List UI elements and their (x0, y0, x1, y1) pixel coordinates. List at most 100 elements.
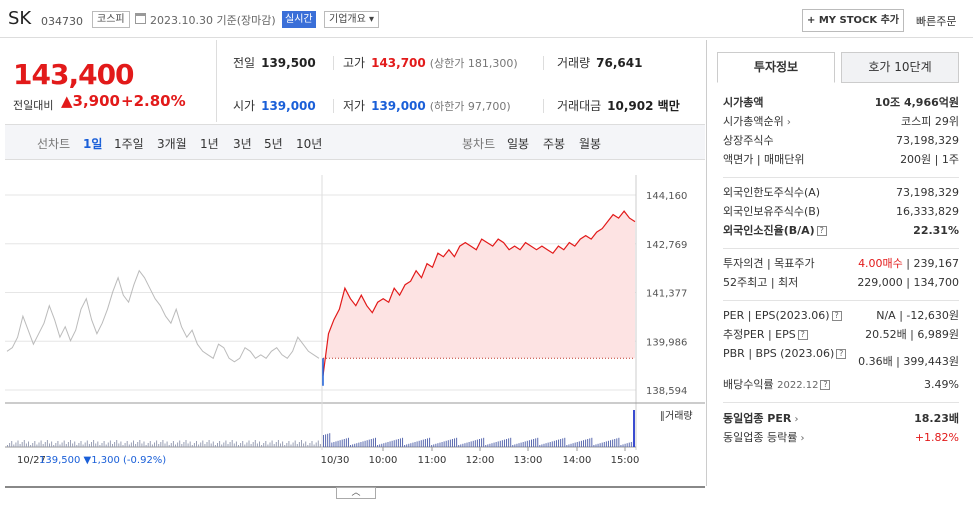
volume-bar-prev (280, 443, 281, 447)
volume-bar-prev (233, 443, 235, 447)
period-1w[interactable]: 1주일 (114, 137, 144, 151)
volume-bar-prev (259, 441, 260, 447)
listed-shares-value: 73,198,329 (896, 134, 959, 147)
volume-bar-prev (76, 445, 78, 447)
prev-close-cell: 전일 139,500 (233, 54, 316, 71)
quick-order-button[interactable]: 빠른주문 (916, 15, 957, 28)
volume-bar-today (624, 443, 626, 447)
volume-bar-prev (185, 440, 187, 447)
period-1y[interactable]: 1년 (200, 137, 219, 151)
volume-bar-today (354, 443, 356, 447)
volume-bar-prev (38, 442, 40, 447)
cap-rank-row[interactable]: 시가총액순위 › 코스피 29위 (723, 114, 959, 130)
volume-bar-prev (250, 444, 252, 447)
volume-bar-prev (193, 443, 195, 447)
pbr-value: 0.36배 | 399,443원 (858, 355, 959, 368)
tab-investment-info[interactable]: 투자정보 (717, 52, 835, 83)
candle-monthly[interactable]: 월봉 (579, 137, 602, 151)
volume-bar-today (379, 444, 381, 447)
period-3m[interactable]: 3개월 (157, 137, 187, 151)
volume-bar-today (451, 439, 453, 447)
period-3y[interactable]: 3년 (233, 137, 252, 151)
volume-bar-prev (164, 443, 166, 447)
volume-bar-prev (143, 441, 145, 447)
volume-bar-prev (235, 441, 237, 447)
volume-bar-today (553, 440, 555, 447)
volume-bar-today (583, 440, 584, 447)
industry-per-value: 18.23배 (914, 412, 959, 425)
listed-shares-row: 상장주식수 73,198,329 (723, 133, 959, 149)
volume-bar-prev (59, 444, 61, 447)
volume-bar-today (437, 443, 439, 447)
volume-bar-prev (204, 444, 206, 447)
volume-bar-today (327, 433, 329, 447)
open-cell: 시가 139,000 (233, 97, 316, 114)
volume-bar-today (589, 438, 591, 447)
volume-bar-today (387, 442, 389, 447)
company-info-dropdown[interactable]: 기업개요 ▾ (324, 11, 380, 28)
industry-rate-label: 동일업종 등락률 (723, 431, 798, 444)
price-chart[interactable]: 144,160 142,769 141,377 139,986 138,594 ∥거래량 1… (5, 170, 705, 470)
help-icon[interactable]: ? (797, 330, 808, 340)
volume-bar-today (439, 442, 441, 447)
volume-bar-prev (72, 443, 74, 447)
volume-bar-prev (200, 442, 202, 447)
volume-bar-prev (101, 443, 103, 447)
volume-bar-today (574, 442, 576, 447)
volume-label: 거래량 (557, 56, 591, 70)
dividend-value: 3.49% (924, 378, 959, 391)
help-icon[interactable]: ? (831, 311, 842, 321)
volume-bar-today (612, 439, 614, 447)
volume-bar-today (487, 444, 489, 447)
period-5y[interactable]: 5년 (264, 137, 283, 151)
industry-per-row[interactable]: 동일업종 PER › 18.23배 (723, 411, 959, 427)
volume-bar-prev (221, 444, 223, 447)
x-tick-label: 12:00 (466, 455, 495, 466)
volume-bar-prev (42, 444, 44, 447)
volume-bar-prev (107, 442, 109, 447)
volume-bar-today (607, 440, 609, 447)
volume-bar-today (620, 445, 622, 447)
tab-orderbook-10[interactable]: 호가 10단계 (841, 52, 959, 83)
volume-bar-today (420, 440, 422, 447)
volume-bar-prev (40, 440, 42, 447)
volume-bar-prev (290, 444, 292, 447)
realtime-button[interactable]: 실시간 (282, 11, 316, 28)
help-icon[interactable]: ? (820, 380, 831, 390)
chevron-right-icon: › (797, 433, 805, 444)
volume-bar-prev (267, 444, 269, 447)
candle-weekly[interactable]: 주봉 (543, 137, 566, 151)
volume-bar-prev (149, 441, 151, 447)
volume-bar-today (622, 444, 624, 447)
volume-bar-today (570, 443, 572, 447)
add-my-stock-button[interactable]: + MY STOCK 추가 (802, 9, 904, 32)
volume-bar-today (485, 445, 487, 447)
period-10y[interactable]: 10년 (296, 137, 323, 151)
expand-chart-button[interactable]: ︿ (336, 487, 376, 499)
volume-bar-today (435, 443, 437, 447)
volume-bar-today (537, 437, 539, 447)
volume-bar-today (325, 434, 327, 447)
volume-bar-prev (130, 442, 132, 447)
volume-bar-today (551, 441, 553, 447)
help-icon[interactable]: ? (816, 226, 827, 236)
industry-rate-row[interactable]: 동일업종 등락률 › +1.82% (723, 430, 959, 446)
high-cell: 고가 143,700 (상한가 181,300) (343, 54, 518, 71)
volume-bar-prev (135, 444, 137, 447)
volume-bar-today (399, 438, 401, 447)
volume-bar-prev (19, 444, 21, 447)
lower-limit: (하한가 97,700) (429, 100, 511, 113)
volume-bar-today (585, 439, 587, 447)
volume-cell: 거래량 76,641 (557, 54, 642, 71)
volume-bar-prev (126, 441, 128, 447)
candle-daily[interactable]: 일봉 (507, 137, 530, 151)
per-value: N/A | -12,630원 (876, 309, 959, 322)
volume-bar-prev (307, 445, 309, 447)
period-1d[interactable]: 1일 (83, 137, 103, 151)
volume-bar-today (335, 441, 337, 447)
open-value: 139,000 (261, 99, 316, 113)
foreign-rate-label: 외국인소진율(B/A) (723, 224, 815, 237)
prev-diff-label: 전일대비 (13, 99, 54, 112)
volume-bar-today (476, 439, 478, 447)
help-icon[interactable]: ? (836, 349, 847, 359)
